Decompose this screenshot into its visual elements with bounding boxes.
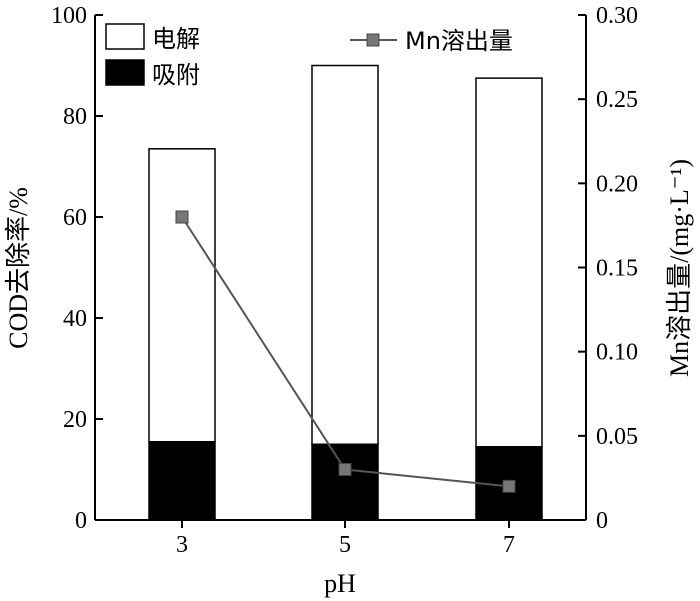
y-right-tick-label: 0.15 — [596, 256, 638, 282]
x-tick-label: 7 — [503, 532, 515, 558]
y-tick-label: 80 — [63, 104, 87, 130]
bar-electrolysis-ph7 — [475, 77, 543, 448]
mn-point-ph3 — [175, 210, 189, 224]
legend: 电解 吸附 Mn溶出量 — [105, 23, 513, 89]
mn-point-ph7 — [502, 479, 516, 493]
y-right-tick-label: 0 — [596, 508, 608, 534]
legend-marker-mn — [366, 33, 380, 47]
y-tick-label: 100 — [51, 3, 87, 29]
legend-label-mn: Mn溶出量 — [405, 27, 513, 55]
y-tick-label: 40 — [63, 306, 87, 332]
y-right-tick-label: 0.05 — [596, 424, 638, 450]
y-axis-title: COD去除率/% — [4, 187, 33, 349]
legend-swatch-electrolysis — [105, 23, 145, 50]
y-tick-label: 20 — [63, 407, 87, 433]
legend-swatch-adsorption — [105, 59, 145, 86]
y-axis-right-title: Mn溶出量/(mg·L⁻¹) — [665, 159, 694, 377]
legend-label-adsorption: 吸附 — [152, 61, 200, 89]
bar-adsorption-ph3 — [148, 440, 216, 521]
y-right-tick-label: 0.10 — [596, 340, 638, 366]
x-tick-label: 5 — [339, 532, 351, 558]
y-tick-label: 0 — [75, 508, 87, 534]
y-right-tick-label: 0.30 — [596, 3, 638, 29]
x-axis-title: pH — [324, 569, 356, 598]
mn-point-ph5 — [338, 463, 352, 476]
ticks-layer: 0 20 40 60 80 100 0 0.05 0.10 0.15 0.20 0.25 0.30 3 5 7 — [51, 3, 638, 558]
y-tick-label: 60 — [63, 205, 87, 231]
x-tick-label: 3 — [176, 532, 188, 558]
bars-layer — [148, 64, 543, 521]
line-layer — [175, 210, 516, 493]
bar-electrolysis-ph5 — [311, 64, 379, 445]
bar-adsorption-ph5 — [311, 443, 379, 521]
y-right-tick-label: 0.25 — [596, 87, 638, 113]
legend-label-electrolysis: 电解 — [152, 25, 200, 53]
bar-electrolysis-ph3 — [148, 148, 216, 443]
y-right-tick-label: 0.20 — [596, 171, 638, 197]
